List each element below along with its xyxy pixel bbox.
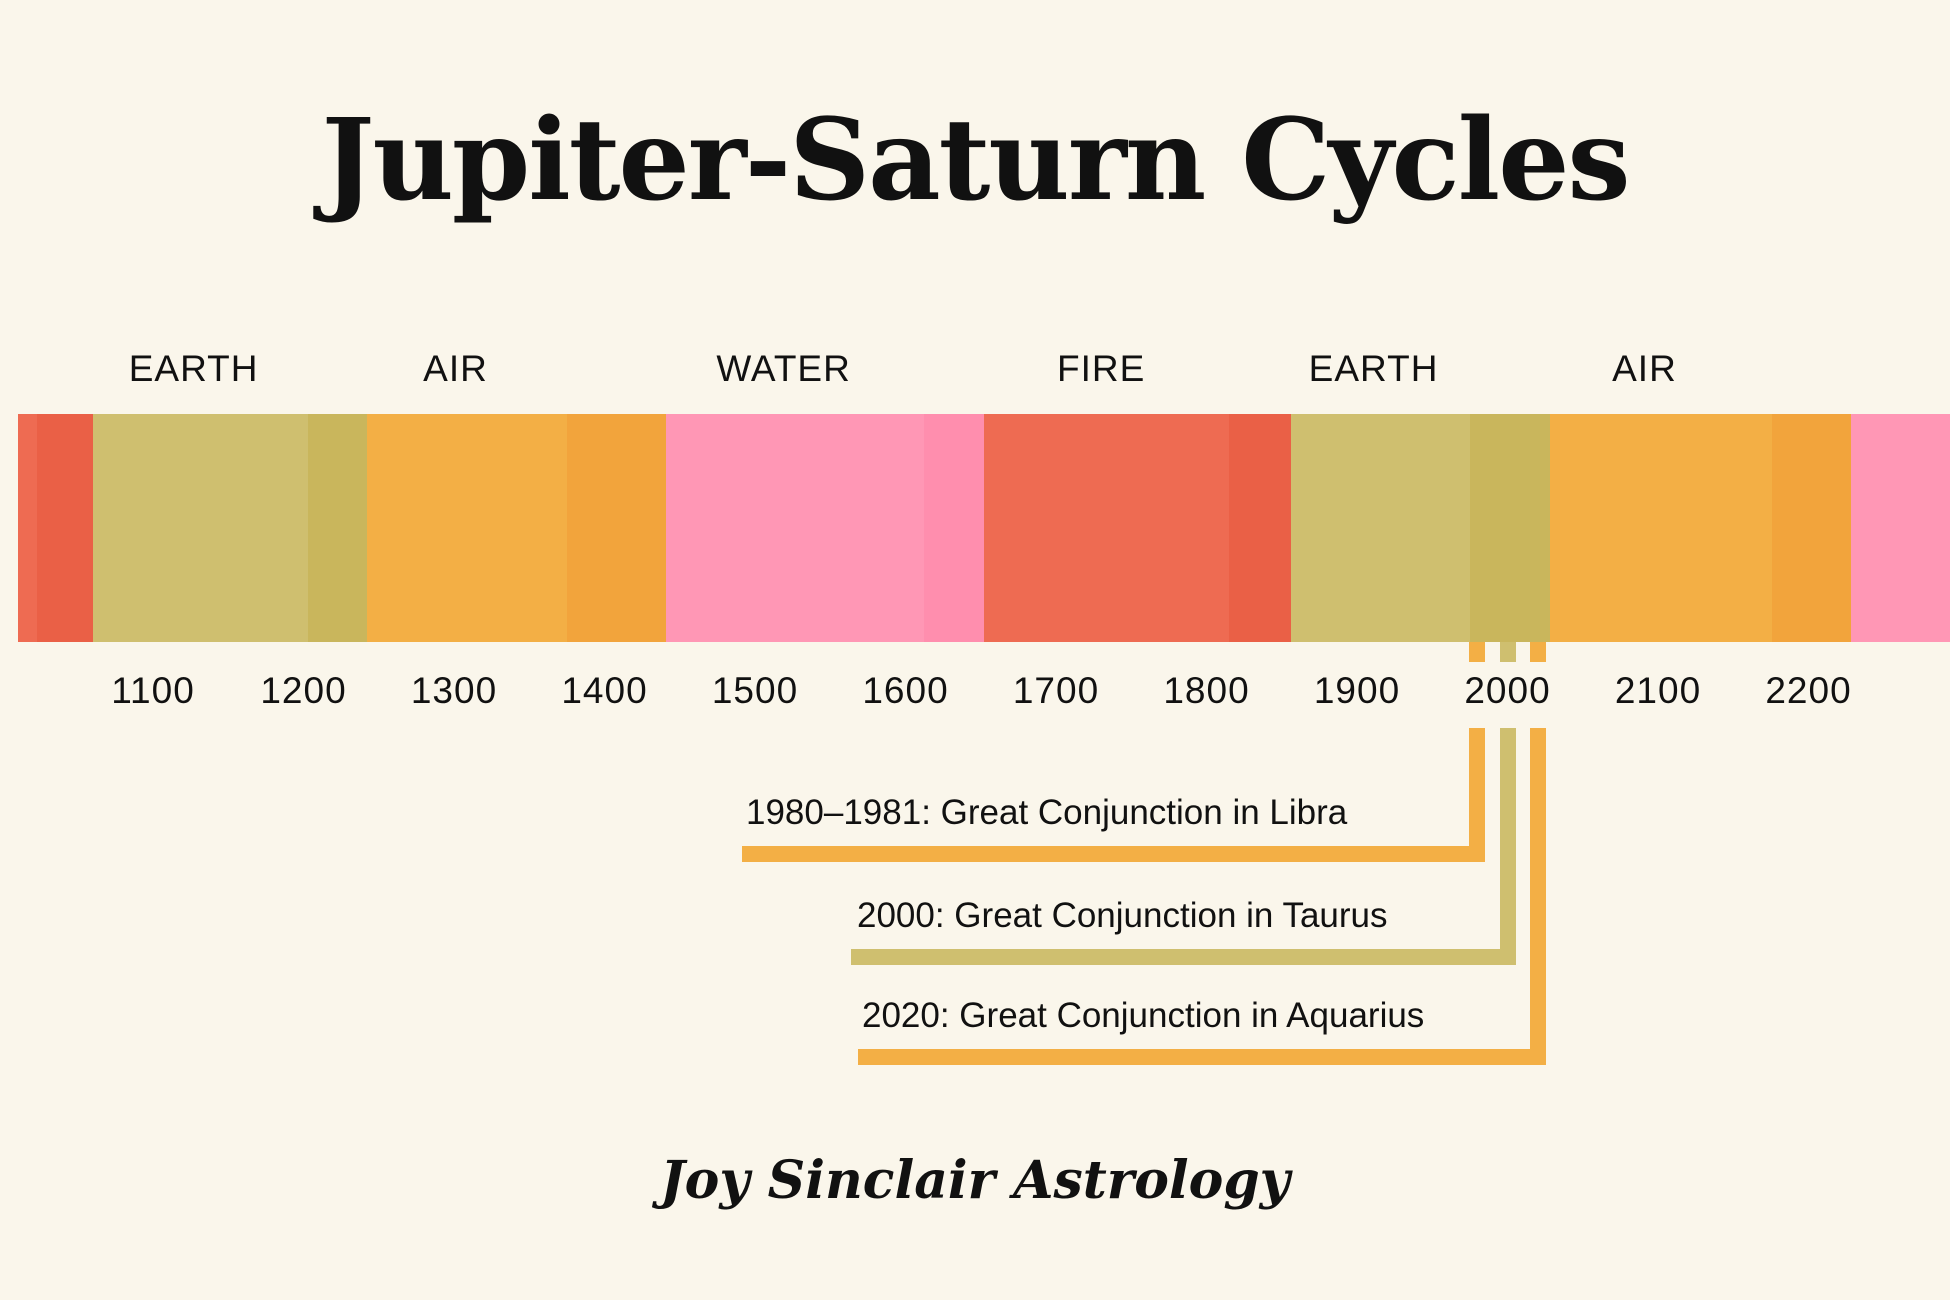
band-earth-1 bbox=[92, 414, 308, 642]
conjunction-annotation: 1980–1981: Great Conjunction in Libra bbox=[746, 793, 1348, 832]
page-title: Jupiter-Saturn Cycles bbox=[321, 95, 1630, 226]
year-tick-label: 1200 bbox=[260, 670, 347, 711]
year-tick-label: 2200 bbox=[1765, 670, 1852, 711]
band-water bbox=[666, 414, 924, 642]
band-water-late bbox=[923, 414, 984, 642]
element-label-earth: EARTH bbox=[128, 348, 259, 389]
band-fire bbox=[983, 414, 1230, 642]
element-label-fire: FIRE bbox=[1057, 348, 1146, 389]
element-label-water: WATER bbox=[716, 348, 851, 389]
year-tick-label: 1400 bbox=[561, 670, 648, 711]
connector-vertical bbox=[1529, 728, 1546, 1065]
year-tick-label: 1100 bbox=[111, 670, 195, 711]
year-tick-label: 1500 bbox=[711, 670, 799, 711]
band-earth-2-late bbox=[1469, 414, 1550, 642]
band-fire-start bbox=[17, 414, 38, 642]
connector-horizontal bbox=[858, 1049, 1546, 1065]
band-fire-late bbox=[1229, 414, 1291, 642]
connector-vertical bbox=[1499, 728, 1516, 965]
connector-vertical bbox=[1469, 728, 1486, 862]
element-label-air: AIR bbox=[423, 348, 488, 389]
connector-horizontal bbox=[742, 846, 1486, 862]
band-earth-2 bbox=[1290, 414, 1470, 642]
band-fire-start-late bbox=[37, 414, 93, 642]
connector-horizontal bbox=[851, 949, 1516, 965]
year-tick-label: 1600 bbox=[862, 670, 949, 711]
year-tick-label: 1900 bbox=[1313, 670, 1401, 711]
band-air-2-late bbox=[1772, 414, 1851, 642]
element-label-air: AIR bbox=[1612, 348, 1677, 389]
band-air-1 bbox=[366, 414, 567, 642]
band-air-2 bbox=[1549, 414, 1773, 642]
connector-stub bbox=[1469, 642, 1486, 662]
band-water-2 bbox=[1850, 414, 1950, 642]
year-tick-label: 1800 bbox=[1163, 670, 1250, 711]
element-label-earth: EARTH bbox=[1308, 348, 1439, 389]
year-tick-label: 1300 bbox=[410, 670, 498, 711]
year-tick-label: 1700 bbox=[1012, 670, 1100, 711]
connector-stub bbox=[1529, 642, 1546, 662]
band-earth-1-late bbox=[308, 414, 367, 642]
conjunction-annotation: 2020: Great Conjunction in Aquarius bbox=[862, 996, 1425, 1035]
year-tick-label: 2100 bbox=[1614, 670, 1702, 711]
conjunction-annotation: 2000: Great Conjunction in Taurus bbox=[857, 896, 1388, 935]
connector-stub bbox=[1499, 642, 1516, 662]
band-air-1-late bbox=[566, 414, 667, 642]
year-tick-label: 2000 bbox=[1464, 670, 1551, 711]
brand-footer: Joy Sinclair Astrology bbox=[660, 1150, 1290, 1211]
